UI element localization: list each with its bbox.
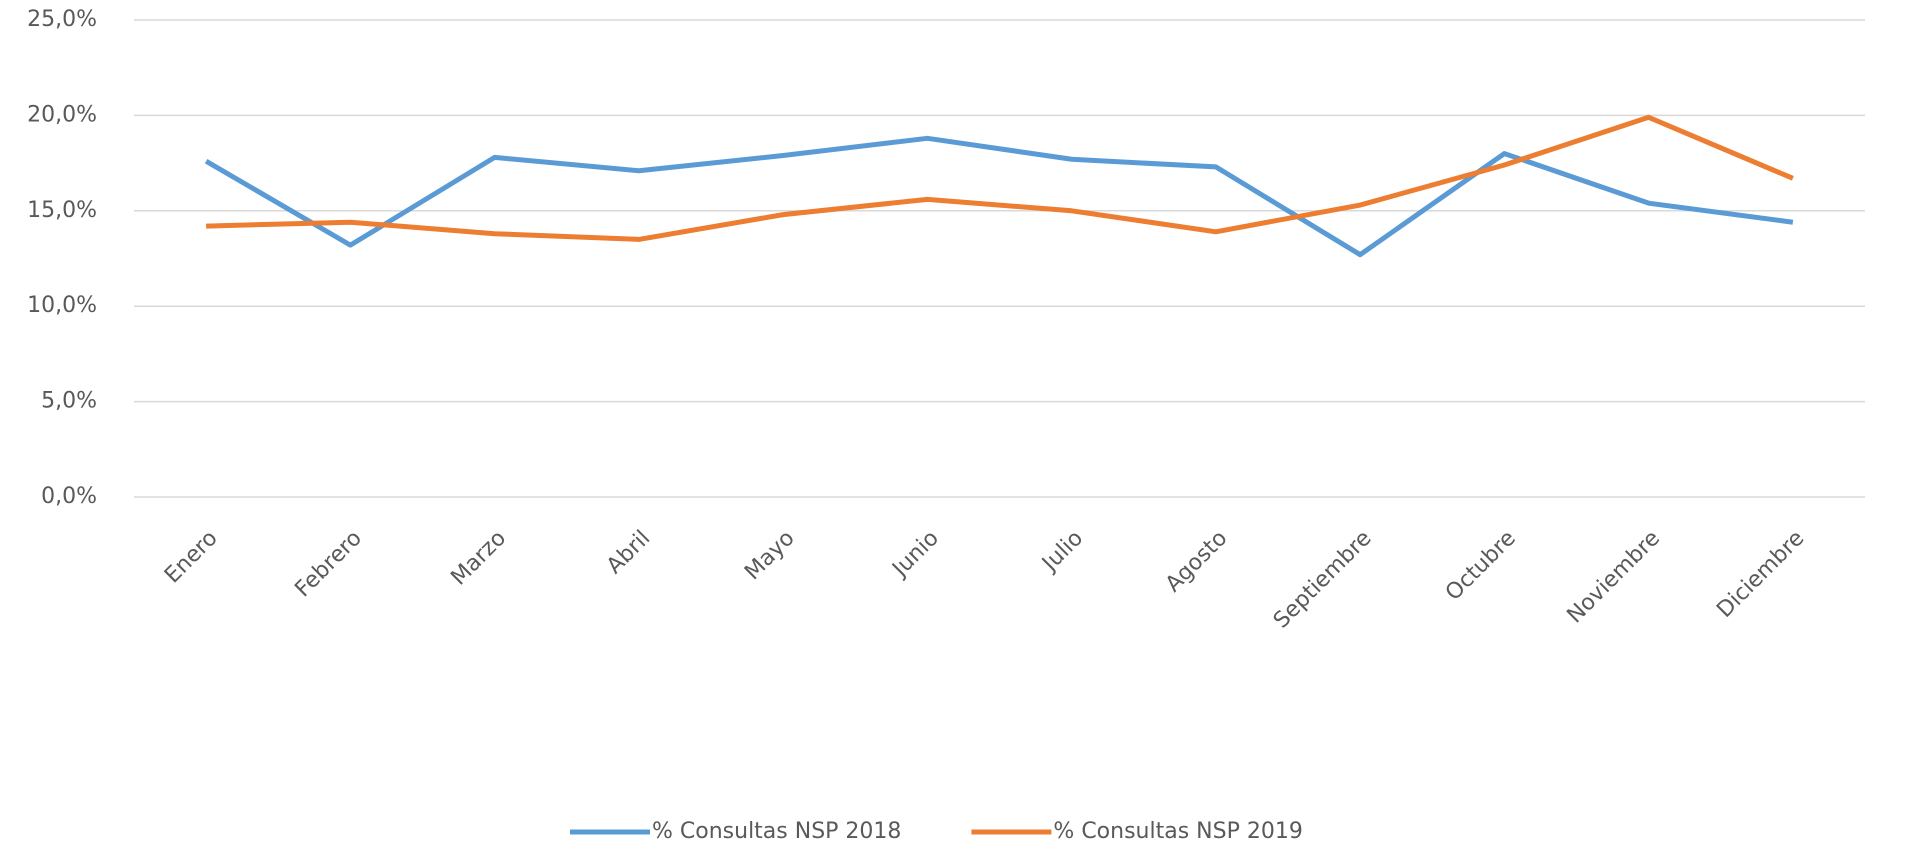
x-tick-label: Agosto [1161, 526, 1232, 597]
y-tick-label: 20,0% [27, 102, 97, 127]
series-line [204, 135, 1794, 258]
y-tick-label: 5,0% [41, 389, 97, 414]
x-tick-label: Noviembre [1563, 526, 1666, 629]
x-tick-label: Octubre [1441, 526, 1521, 606]
x-tick-label: Julio [1036, 526, 1088, 578]
x-tick-label: Abril [602, 526, 655, 579]
y-tick-label: 15,0% [27, 198, 97, 223]
legend-label: % Consultas NSP 2018 [652, 819, 901, 844]
legend-label: % Consultas NSP 2019 [1053, 819, 1302, 844]
y-tick-label: 0,0% [41, 484, 97, 509]
x-tick-label: Septiembre [1269, 526, 1377, 634]
series-line [206, 114, 1794, 242]
x-tick-label: Enero [160, 526, 223, 589]
x-tick-label: Marzo [446, 526, 511, 591]
y-tick-label: 25,0% [27, 7, 97, 32]
x-tick-label: Diciembre [1712, 526, 1809, 623]
x-tick-label: Febrero [290, 526, 366, 602]
x-tick-label: Junio [887, 526, 944, 583]
x-tick-label: Mayo [740, 526, 799, 585]
y-tick-label: 10,0% [27, 293, 97, 318]
